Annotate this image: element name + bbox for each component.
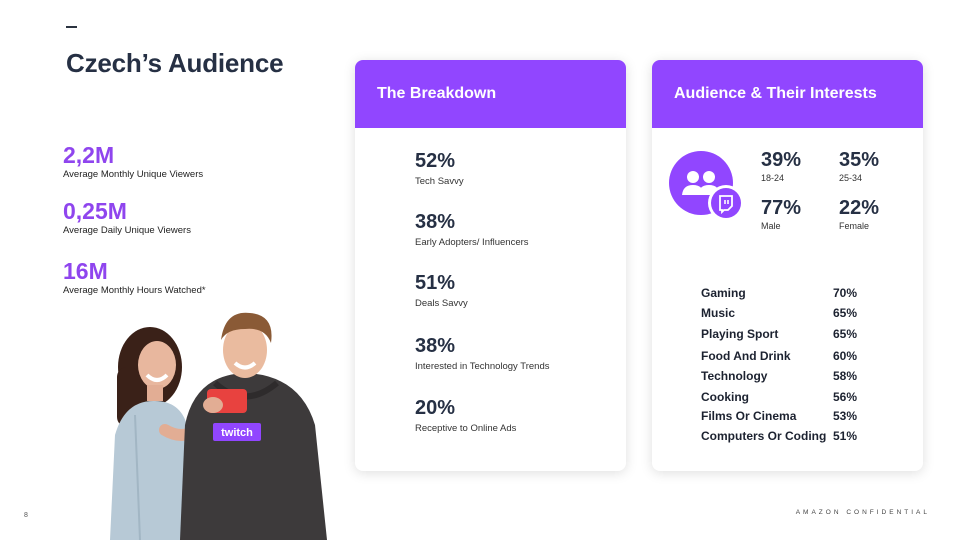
stat-hours-watched: 16M Average Monthly Hours Watched* — [63, 259, 206, 296]
stat-label: Average Daily Unique Viewers — [63, 225, 191, 236]
interest-name: Computers Or Coding — [701, 429, 827, 443]
breakdown-pct: 38% — [415, 211, 456, 233]
interest-value: 56% — [833, 390, 858, 404]
interest-name: Technology — [701, 369, 768, 383]
interest-row: Playing Sport 65% — [701, 327, 861, 347]
interest-row: Cooking 56% — [701, 390, 861, 410]
page-number: 8 — [24, 512, 28, 519]
demo-male: 77% Male — [761, 197, 801, 231]
breakdown-item: 52% Tech Savvy — [415, 150, 464, 187]
interest-row: Technology 58% — [701, 369, 861, 389]
demo-pct: 22% — [839, 197, 880, 219]
stat-monthly-viewers: 2,2M Average Monthly Unique Viewers — [63, 143, 203, 180]
breakdown-item: 20% Receptive to Online Ads — [415, 397, 516, 434]
interest-row: Computers Or Coding 51% — [701, 429, 861, 449]
interest-value: 65% — [833, 327, 858, 341]
interest-name: Food And Drink — [701, 349, 791, 363]
interest-name: Gaming — [701, 286, 746, 300]
interest-row: Gaming 70% — [701, 286, 861, 306]
breakdown-pct: 52% — [415, 150, 456, 172]
interest-row: Films Or Cinema 53% — [701, 409, 861, 429]
breakdown-item: 51% Deals Savvy — [415, 272, 468, 309]
demo-female: 22% Female — [839, 197, 879, 231]
demo-label: 18-24 — [761, 173, 785, 183]
breakdown-pct: 51% — [415, 272, 456, 294]
breakdown-title: The Breakdown — [355, 60, 626, 128]
breakdown-label: Receptive to Online Ads — [415, 423, 517, 434]
interest-row: Music 65% — [701, 306, 861, 326]
people-selfie-photo: twitch — [110, 312, 327, 540]
demo-label: Male — [761, 221, 781, 231]
interest-name: Music — [701, 306, 736, 320]
stat-daily-viewers: 0,25M Average Daily Unique Viewers — [63, 199, 191, 236]
interest-row: Food And Drink 60% — [701, 349, 861, 369]
hoodie-logo-text: twitch — [221, 427, 253, 439]
audience-title: Audience & Their Interests — [652, 60, 923, 128]
stat-value: 0,25M — [63, 198, 127, 224]
interest-value: 70% — [833, 286, 858, 300]
interest-name: Films Or Cinema — [701, 409, 797, 423]
interest-value: 60% — [833, 349, 858, 363]
stat-label: Average Monthly Hours Watched* — [63, 285, 206, 296]
breakdown-label: Early Adopters/ Influencers — [415, 237, 529, 248]
demo-pct: 39% — [761, 149, 802, 171]
interest-value: 65% — [833, 306, 858, 320]
title-dash — [66, 26, 77, 28]
interest-value: 58% — [833, 369, 858, 383]
page-title: Czech’s Audience — [66, 48, 284, 78]
interest-name: Cooking — [701, 390, 749, 404]
audience-twitch-icon — [669, 151, 744, 221]
demo-label: 25-34 — [839, 173, 863, 183]
breakdown-label: Tech Savvy — [415, 176, 464, 187]
demo-age-18-24: 39% 18-24 — [761, 149, 801, 183]
interest-value: 53% — [833, 409, 858, 423]
breakdown-card: The Breakdown 52% Tech Savvy 38% Early A… — [355, 60, 626, 471]
demo-age-25-34: 35% 25-34 — [839, 149, 879, 183]
audience-interests-card: Audience & Their Interests 39% 18-24 35%… — [652, 60, 923, 471]
stat-label: Average Monthly Unique Viewers — [63, 169, 204, 180]
demo-pct: 35% — [839, 149, 880, 171]
confidential-footer: AMAZON CONFIDENTIAL — [795, 509, 930, 516]
breakdown-label: Deals Savvy — [415, 298, 468, 309]
breakdown-pct: 20% — [415, 397, 456, 419]
stat-value: 16M — [63, 258, 108, 284]
breakdown-item: 38% Interested in Technology Trends — [415, 335, 550, 372]
interest-value: 51% — [833, 429, 858, 443]
demo-pct: 77% — [761, 197, 802, 219]
breakdown-label: Interested in Technology Trends — [415, 361, 550, 372]
breakdown-pct: 38% — [415, 335, 456, 357]
breakdown-item: 38% Early Adopters/ Influencers — [415, 211, 529, 248]
demo-label: Female — [839, 221, 870, 231]
stat-value: 2,2M — [63, 142, 115, 168]
interest-name: Playing Sport — [701, 327, 779, 341]
